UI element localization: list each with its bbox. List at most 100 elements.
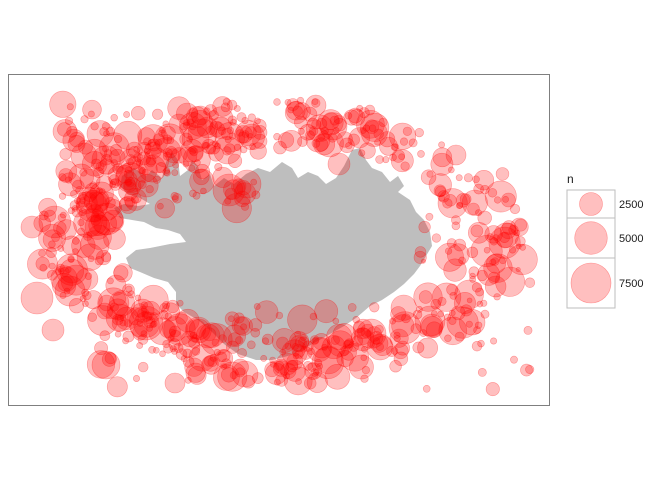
sample-bubble <box>86 120 114 148</box>
sample-bubble <box>233 312 245 324</box>
sample-bubble <box>275 352 299 376</box>
sample-bubble <box>321 335 346 360</box>
sample-bubble <box>222 146 232 156</box>
sample-bubble <box>428 173 452 197</box>
sample-bubble <box>391 149 406 163</box>
sample-bubble <box>51 273 77 298</box>
sample-bubble <box>456 202 464 209</box>
sample-bubble <box>124 170 133 179</box>
sample-bubble <box>91 350 121 380</box>
sample-bubble <box>191 116 199 123</box>
sample-bubble <box>345 142 353 150</box>
sample-bubble <box>448 316 457 325</box>
sample-bubble <box>305 130 315 141</box>
sample-bubble <box>235 367 246 378</box>
sample-bubble <box>419 329 428 337</box>
sample-bubble <box>455 193 471 208</box>
sample-bubble <box>170 192 179 201</box>
legend-key-label: 2500 <box>619 199 643 211</box>
sample-bubble <box>126 307 145 326</box>
sample-bubble <box>282 372 290 380</box>
sample-bubble <box>369 331 384 345</box>
sample-bubble <box>123 179 137 192</box>
sample-bubble <box>389 360 402 373</box>
sample-bubble <box>99 330 111 342</box>
sample-bubble <box>104 197 116 209</box>
sample-bubble <box>151 137 182 168</box>
sample-bubble <box>234 190 251 207</box>
sample-bubble <box>214 121 222 129</box>
sample-bubble <box>414 246 427 258</box>
sample-bubble <box>179 112 207 140</box>
sample-bubble <box>310 335 320 345</box>
sample-bubble <box>158 309 169 320</box>
sample-bubble <box>136 342 144 349</box>
sample-bubble <box>186 118 195 127</box>
sample-bubble <box>130 318 149 337</box>
sample-bubble <box>319 112 348 141</box>
sample-bubble <box>420 258 426 264</box>
sample-bubble <box>180 139 204 163</box>
sample-bubble <box>208 120 225 138</box>
sample-bubble <box>279 348 287 356</box>
sample-bubble <box>125 179 132 186</box>
sample-bubble <box>468 266 480 278</box>
sample-bubble <box>75 186 84 195</box>
sample-bubble <box>115 165 123 173</box>
sample-bubble <box>342 340 353 350</box>
sample-bubble <box>426 170 434 178</box>
sample-bubble <box>372 337 381 345</box>
sample-bubble <box>244 126 257 139</box>
sample-bubble <box>233 105 241 112</box>
sample-bubble <box>171 169 179 176</box>
sample-bubble <box>361 366 371 375</box>
sample-bubble <box>113 265 129 281</box>
sample-bubble <box>105 303 134 332</box>
sample-bubble <box>476 300 484 308</box>
sample-bubble <box>460 304 473 317</box>
sample-bubble <box>348 109 366 126</box>
sample-bubble <box>305 114 334 143</box>
sample-bubble <box>273 98 281 106</box>
sample-bubble <box>112 163 124 175</box>
sample-bubble <box>122 337 129 345</box>
sample-bubble <box>57 267 65 275</box>
sample-bubble <box>212 140 219 147</box>
sample-bubble <box>368 124 377 132</box>
sample-bubble <box>95 162 105 171</box>
sample-bubble <box>455 202 463 209</box>
sample-bubble <box>176 102 199 125</box>
sample-bubble <box>140 301 149 309</box>
sample-bubble <box>520 363 533 377</box>
sample-bubble <box>184 376 192 384</box>
sample-bubble <box>444 334 452 342</box>
sample-bubble <box>496 231 514 249</box>
sample-bubble <box>186 145 204 162</box>
sample-bubble <box>281 339 308 366</box>
sample-bubble <box>182 145 211 174</box>
sample-bubble <box>252 119 267 133</box>
sample-bubble <box>501 192 516 208</box>
sample-bubble <box>289 335 307 353</box>
sample-bubble <box>273 140 287 155</box>
sample-bubble <box>304 362 323 381</box>
sample-bubble <box>119 314 127 321</box>
sample-bubble <box>145 157 156 168</box>
sample-bubble <box>435 242 464 272</box>
sample-bubble <box>408 138 418 148</box>
sample-bubble <box>218 126 227 136</box>
sample-bubble <box>207 141 221 155</box>
sample-bubble <box>446 306 479 339</box>
sample-bubble <box>467 222 490 244</box>
sample-bubble <box>483 246 491 254</box>
sample-bubble <box>224 187 238 201</box>
sample-bubble <box>430 152 454 176</box>
sample-bubble <box>287 106 295 114</box>
sample-bubble <box>67 255 75 263</box>
sample-bubble <box>133 311 160 338</box>
sample-bubble <box>182 121 191 129</box>
sample-bubble <box>299 346 313 360</box>
sample-bubble <box>122 283 135 297</box>
sample-bubble <box>167 334 175 342</box>
sample-bubble <box>209 353 218 362</box>
